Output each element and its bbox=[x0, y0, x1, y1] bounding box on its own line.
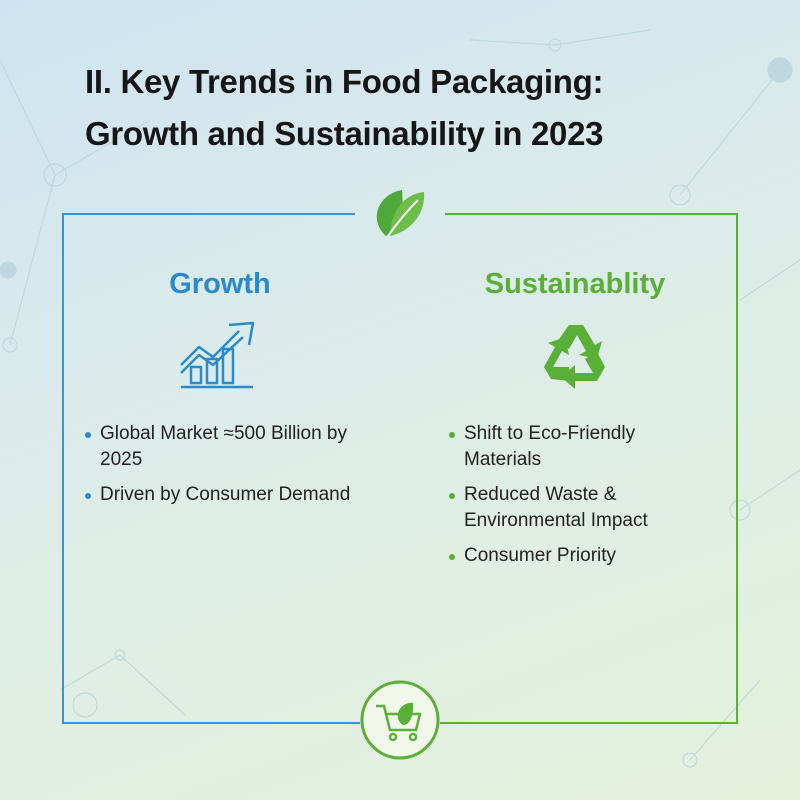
bullet: Global Market ≈500 Billion by 2025 bbox=[85, 421, 375, 473]
title: II. Key Trends in Food Packaging: Growth… bbox=[85, 56, 604, 160]
bullet-list: Global Market ≈500 Billion by 2025 Drive… bbox=[85, 421, 375, 517]
column-heading: Sustainablity bbox=[484, 268, 666, 300]
bullet: Driven by Consumer Demand bbox=[85, 482, 375, 508]
title-line: Growth and Sustainability in 2023 bbox=[85, 115, 604, 152]
column-heading: Growth bbox=[169, 268, 271, 300]
bullet: Reduced Waste & Environmental Impact bbox=[449, 482, 709, 534]
bullet: Shift to Eco-Friendly Materials bbox=[449, 421, 709, 473]
title-line: II. Key Trends in Food Packaging: bbox=[85, 63, 604, 100]
bullet-list: Shift to Eco-Friendly Materials Reduced … bbox=[449, 421, 709, 578]
bullet: Consumer Priority bbox=[449, 543, 709, 569]
